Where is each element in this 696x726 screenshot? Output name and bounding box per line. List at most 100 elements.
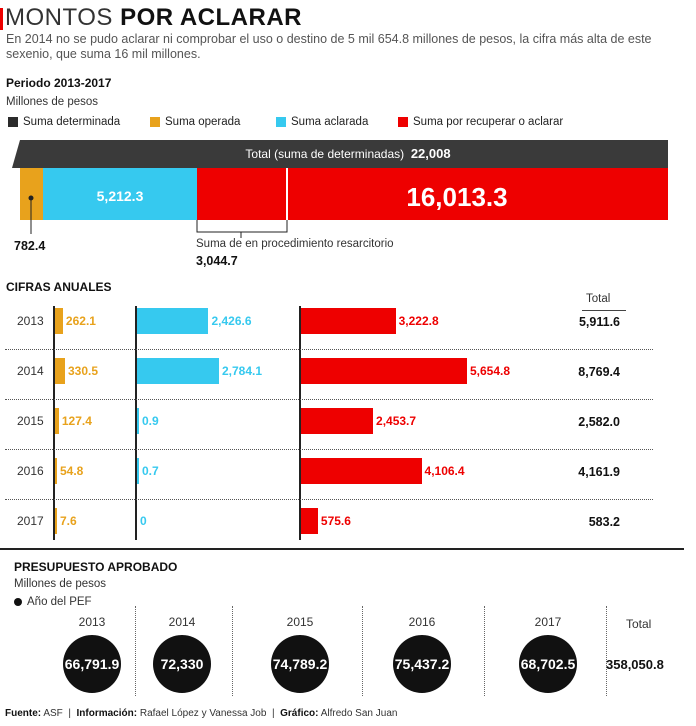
column-divider	[606, 606, 607, 696]
budget-total-value: 358,050.8	[606, 657, 664, 672]
resarcitorio-bracket	[196, 220, 288, 233]
column-divider	[135, 606, 136, 696]
bar-aclarada	[137, 358, 219, 384]
bar-operada	[55, 358, 65, 384]
por-aclarar-value: 16,013.3	[406, 182, 508, 212]
budget-year-label: 2016	[408, 615, 436, 629]
budget-circle: 68,702.5	[519, 635, 577, 693]
bar-value-label: 262.1	[65, 314, 96, 328]
bar-por-aclarar	[301, 408, 374, 434]
row-divider	[5, 499, 653, 500]
legend-swatch	[276, 117, 286, 127]
column-divider	[232, 606, 233, 696]
row-total: 583.2	[588, 515, 620, 529]
row-divider	[5, 349, 653, 350]
footer: Fuente: ASF | Información: Rafael López …	[5, 708, 398, 719]
bar-value-label: 2,453.7	[376, 414, 417, 428]
axis-line-aclarada	[135, 306, 137, 540]
budget-year-label: 2014	[168, 615, 196, 629]
legend-swatch	[398, 117, 408, 127]
bar-por-aclarar	[197, 168, 668, 220]
column-divider	[484, 606, 485, 696]
bar-operada	[55, 508, 57, 534]
column-divider	[362, 606, 363, 696]
axis-line-operada	[53, 306, 55, 540]
annual-header: CIFRAS ANUALES	[6, 280, 112, 294]
page-title: MONTOS POR ACLARAR	[5, 4, 302, 31]
section-divider	[0, 548, 684, 550]
budget-legend: Año del PEF	[14, 596, 92, 608]
budget-year-label: 2015	[286, 615, 314, 629]
budget-units: Millones de pesos	[14, 578, 107, 590]
bar-value-label: 2,784.1	[222, 364, 263, 378]
budget-circle: 66,791.9	[63, 635, 121, 693]
legend-item-por-aclarar: Suma por recuperar o aclarar	[398, 116, 563, 128]
bar-operada	[55, 458, 57, 484]
bar-aclarada	[137, 308, 209, 334]
title-accent-bar	[0, 8, 3, 30]
bar-por-aclarar	[301, 458, 422, 484]
budget-header: PRESUPUESTO APROBADO	[14, 560, 178, 574]
row-total: 5,911.6	[578, 315, 620, 329]
legend-item-determinada: Suma determinada	[8, 116, 120, 128]
subtitle: En 2014 no se pudo aclarar ni comprobar …	[6, 32, 652, 61]
bar-value-label: 0.7	[142, 464, 159, 478]
year-label: 2016	[17, 464, 44, 478]
row-total: 8,769.4	[578, 365, 620, 379]
bar-operada	[55, 408, 59, 434]
resarcitorio-label: Suma de en procedimiento resarcitorio	[196, 238, 394, 250]
bar-value-label: 3,222.8	[398, 314, 439, 328]
legend-item-aclarada: Suma aclarada	[276, 116, 368, 128]
summary-chart	[12, 140, 668, 238]
budget-circle: 75,437.2	[393, 635, 451, 693]
legend-swatch	[8, 117, 18, 127]
total-determinada-band	[20, 140, 668, 168]
bar-value-label: 0.9	[142, 414, 159, 428]
bar-aclarada	[43, 168, 197, 220]
bar-por-aclarar	[301, 308, 396, 334]
total-header-underline	[582, 310, 626, 311]
year-label: 2013	[17, 314, 44, 328]
resarcitorio-value: 3,044.7	[196, 254, 238, 268]
year-label: 2014	[17, 364, 44, 378]
axis-line-por-aclarar	[299, 306, 301, 540]
legend-swatch	[150, 117, 160, 127]
budget-year-label: 2013	[78, 615, 106, 629]
bar-operada	[20, 168, 43, 220]
bar-value-label: 0	[140, 514, 147, 528]
budget-year-label: 2017	[534, 615, 562, 629]
row-divider	[5, 399, 653, 400]
row-total: 2,582.0	[578, 415, 620, 429]
budget-circle: 74,789.2	[271, 635, 329, 693]
budget-circle: 72,330	[153, 635, 211, 693]
annual-total-header: Total	[586, 293, 611, 305]
year-label: 2015	[17, 414, 44, 428]
bar-value-label: 7.6	[60, 514, 77, 528]
year-label: 2017	[17, 514, 44, 528]
bar-por-aclarar	[301, 508, 318, 534]
bar-value-label: 2,426.6	[211, 314, 252, 328]
bar-value-label: 575.6	[320, 514, 351, 528]
total-determinada-bevel	[12, 140, 20, 168]
bar-aclarada	[137, 458, 139, 484]
aclarada-value: 5,212.3	[96, 188, 144, 204]
year-dot-icon	[14, 598, 22, 606]
units-label: Millones de pesos	[6, 96, 99, 108]
bar-operada	[55, 308, 63, 334]
bar-value-label: 127.4	[61, 414, 92, 428]
bar-aclarada	[137, 408, 139, 434]
budget-total-header: Total	[626, 617, 652, 631]
operada-dot	[28, 195, 34, 201]
row-total: 4,161.9	[578, 465, 620, 479]
row-divider	[5, 449, 653, 450]
bar-value-label: 54.8	[60, 464, 84, 478]
total-label: Total (suma de determinadas) 22,008	[245, 146, 451, 161]
bar-por-aclarar	[301, 358, 467, 384]
bar-value-label: 5,654.8	[470, 364, 511, 378]
bar-value-label: 4,106.4	[424, 464, 465, 478]
operada-value: 782.4	[14, 239, 46, 253]
period-header: Periodo 2013-2017	[6, 76, 112, 90]
legend-item-operada: Suma operada	[150, 116, 240, 128]
